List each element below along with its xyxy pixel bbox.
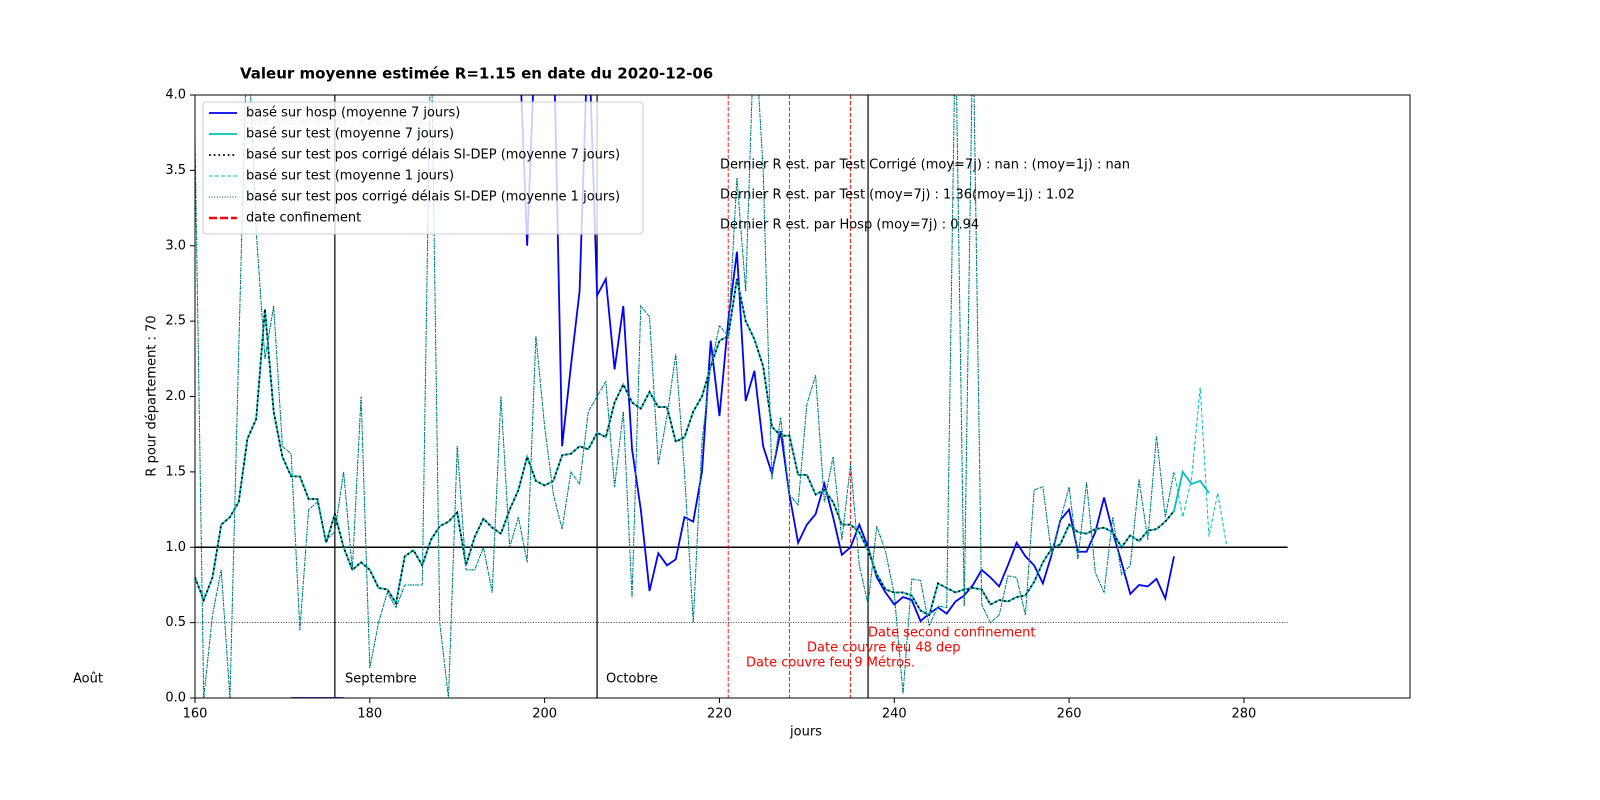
legend-label: date confinement	[246, 211, 361, 226]
x-tick-label: 160	[183, 707, 208, 722]
y-tick-label: 4.0	[165, 88, 186, 103]
legend-label: basé sur test pos corrigé délais SI-DEP …	[246, 190, 620, 205]
month-label: Octobre	[606, 672, 658, 687]
x-tick-label: 200	[532, 707, 557, 722]
legend-label: basé sur test (moyenne 7 jours)	[246, 127, 454, 142]
y-tick-label: 0.5	[165, 615, 186, 630]
y-tick-label: 1.5	[165, 464, 186, 479]
month-label: Septembre	[345, 672, 417, 687]
event-label: Date couvre feu 9 Métros.	[746, 656, 915, 671]
x-tick-label: 280	[1232, 707, 1257, 722]
y-tick-label: 0.0	[165, 691, 186, 706]
event-label: Date second confinement	[868, 626, 1035, 641]
info-line: Dernier R est. par Test Corrigé (moy=7j)…	[720, 158, 1130, 173]
y-tick-label: 1.0	[165, 540, 186, 555]
info-line: Dernier R est. par Hosp (moy=7j) : 0.94	[720, 218, 979, 233]
x-tick-label: 260	[1057, 707, 1082, 722]
y-tick-label: 2.0	[165, 389, 186, 404]
y-axis-label: R pour département : 70	[145, 315, 160, 476]
legend-label: basé sur hosp (moyenne 7 jours)	[246, 106, 460, 121]
chart-title: Valeur moyenne estimée R=1.15 en date du…	[240, 65, 713, 83]
legend-label: basé sur test pos corrigé délais SI-DEP …	[246, 148, 620, 163]
series-line	[195, 278, 1175, 617]
info-line: Dernier R est. par Test (moy=7j) : 1.36(…	[720, 188, 1075, 203]
series-line	[291, 95, 1175, 698]
y-tick-label: 2.5	[165, 314, 186, 329]
legend: basé sur hosp (moyenne 7 jours) basé sur …	[202, 101, 644, 235]
x-axis-label: jours	[789, 725, 822, 740]
event-label: Date couvre feu 48 dep	[807, 641, 961, 656]
series-line	[195, 95, 1175, 698]
x-tick-label: 240	[882, 707, 907, 722]
legend-label: basé sur test (moyenne 1 jours)	[246, 169, 454, 184]
y-tick-label: 3.5	[165, 163, 186, 178]
x-tick-label: 220	[707, 707, 732, 722]
legend-box	[202, 101, 644, 235]
y-tick-label: 3.0	[165, 238, 186, 253]
x-tick-label: 180	[357, 707, 382, 722]
month-label: Août	[73, 672, 103, 687]
